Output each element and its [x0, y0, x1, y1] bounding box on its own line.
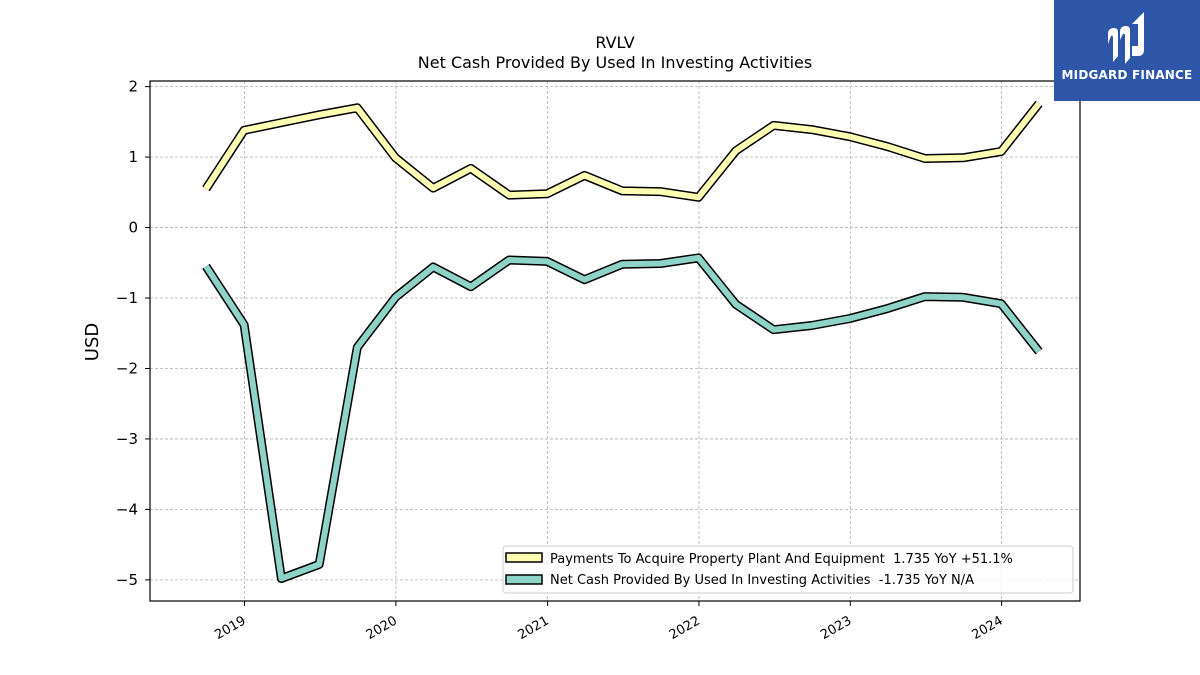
y-tick-label: −5	[116, 571, 138, 589]
grid	[150, 81, 1080, 601]
y-tick-label: −3	[116, 430, 138, 448]
x-axis: 2019 2020 2021 2022 2023 2024	[212, 601, 1006, 643]
legend-box	[502, 545, 1074, 594]
legend-swatch	[505, 574, 543, 585]
x-tick-label: 2024	[969, 613, 1005, 643]
legend: Payments To Acquire Property Plant And E…	[502, 545, 1074, 594]
chart-subtitle: Net Cash Provided By Used In Investing A…	[418, 53, 812, 72]
legend-label: Payments To Acquire Property Plant And E…	[550, 552, 1013, 567]
series-outline	[202, 253, 1043, 583]
y-tick-label: 1	[128, 148, 138, 166]
series-stroke	[203, 254, 1042, 582]
y-axis-label: USD	[82, 323, 103, 361]
plot-frame	[149, 80, 1081, 602]
x-tick-label: 2023	[818, 613, 854, 643]
logo-mark-icon	[1108, 12, 1144, 64]
series-line	[202, 100, 1043, 202]
series-line	[202, 253, 1043, 583]
x-tick-label: 2022	[667, 613, 703, 643]
y-tick-label: −4	[116, 500, 138, 518]
y-axis: 2 1 0 −1 −2 −3 −4 −5	[116, 78, 150, 589]
logo-text: MIDGARD FINANCE	[1061, 68, 1193, 82]
series-outline	[202, 100, 1043, 202]
chart-title: RVLV	[595, 33, 634, 52]
y-tick-label: 0	[128, 219, 138, 237]
y-tick-label: 2	[128, 78, 138, 96]
legend-label: Net Cash Provided By Used In Investing A…	[550, 573, 974, 588]
series-layer	[202, 100, 1043, 583]
x-tick-label: 2021	[515, 613, 551, 643]
y-tick-label: −2	[116, 359, 138, 377]
x-tick-label: 2019	[212, 613, 248, 643]
y-tick-label: −1	[116, 289, 138, 307]
legend-swatch	[505, 552, 543, 563]
x-tick-label: 2020	[364, 613, 400, 643]
brand-logo: MIDGARD FINANCE	[1054, 0, 1200, 101]
